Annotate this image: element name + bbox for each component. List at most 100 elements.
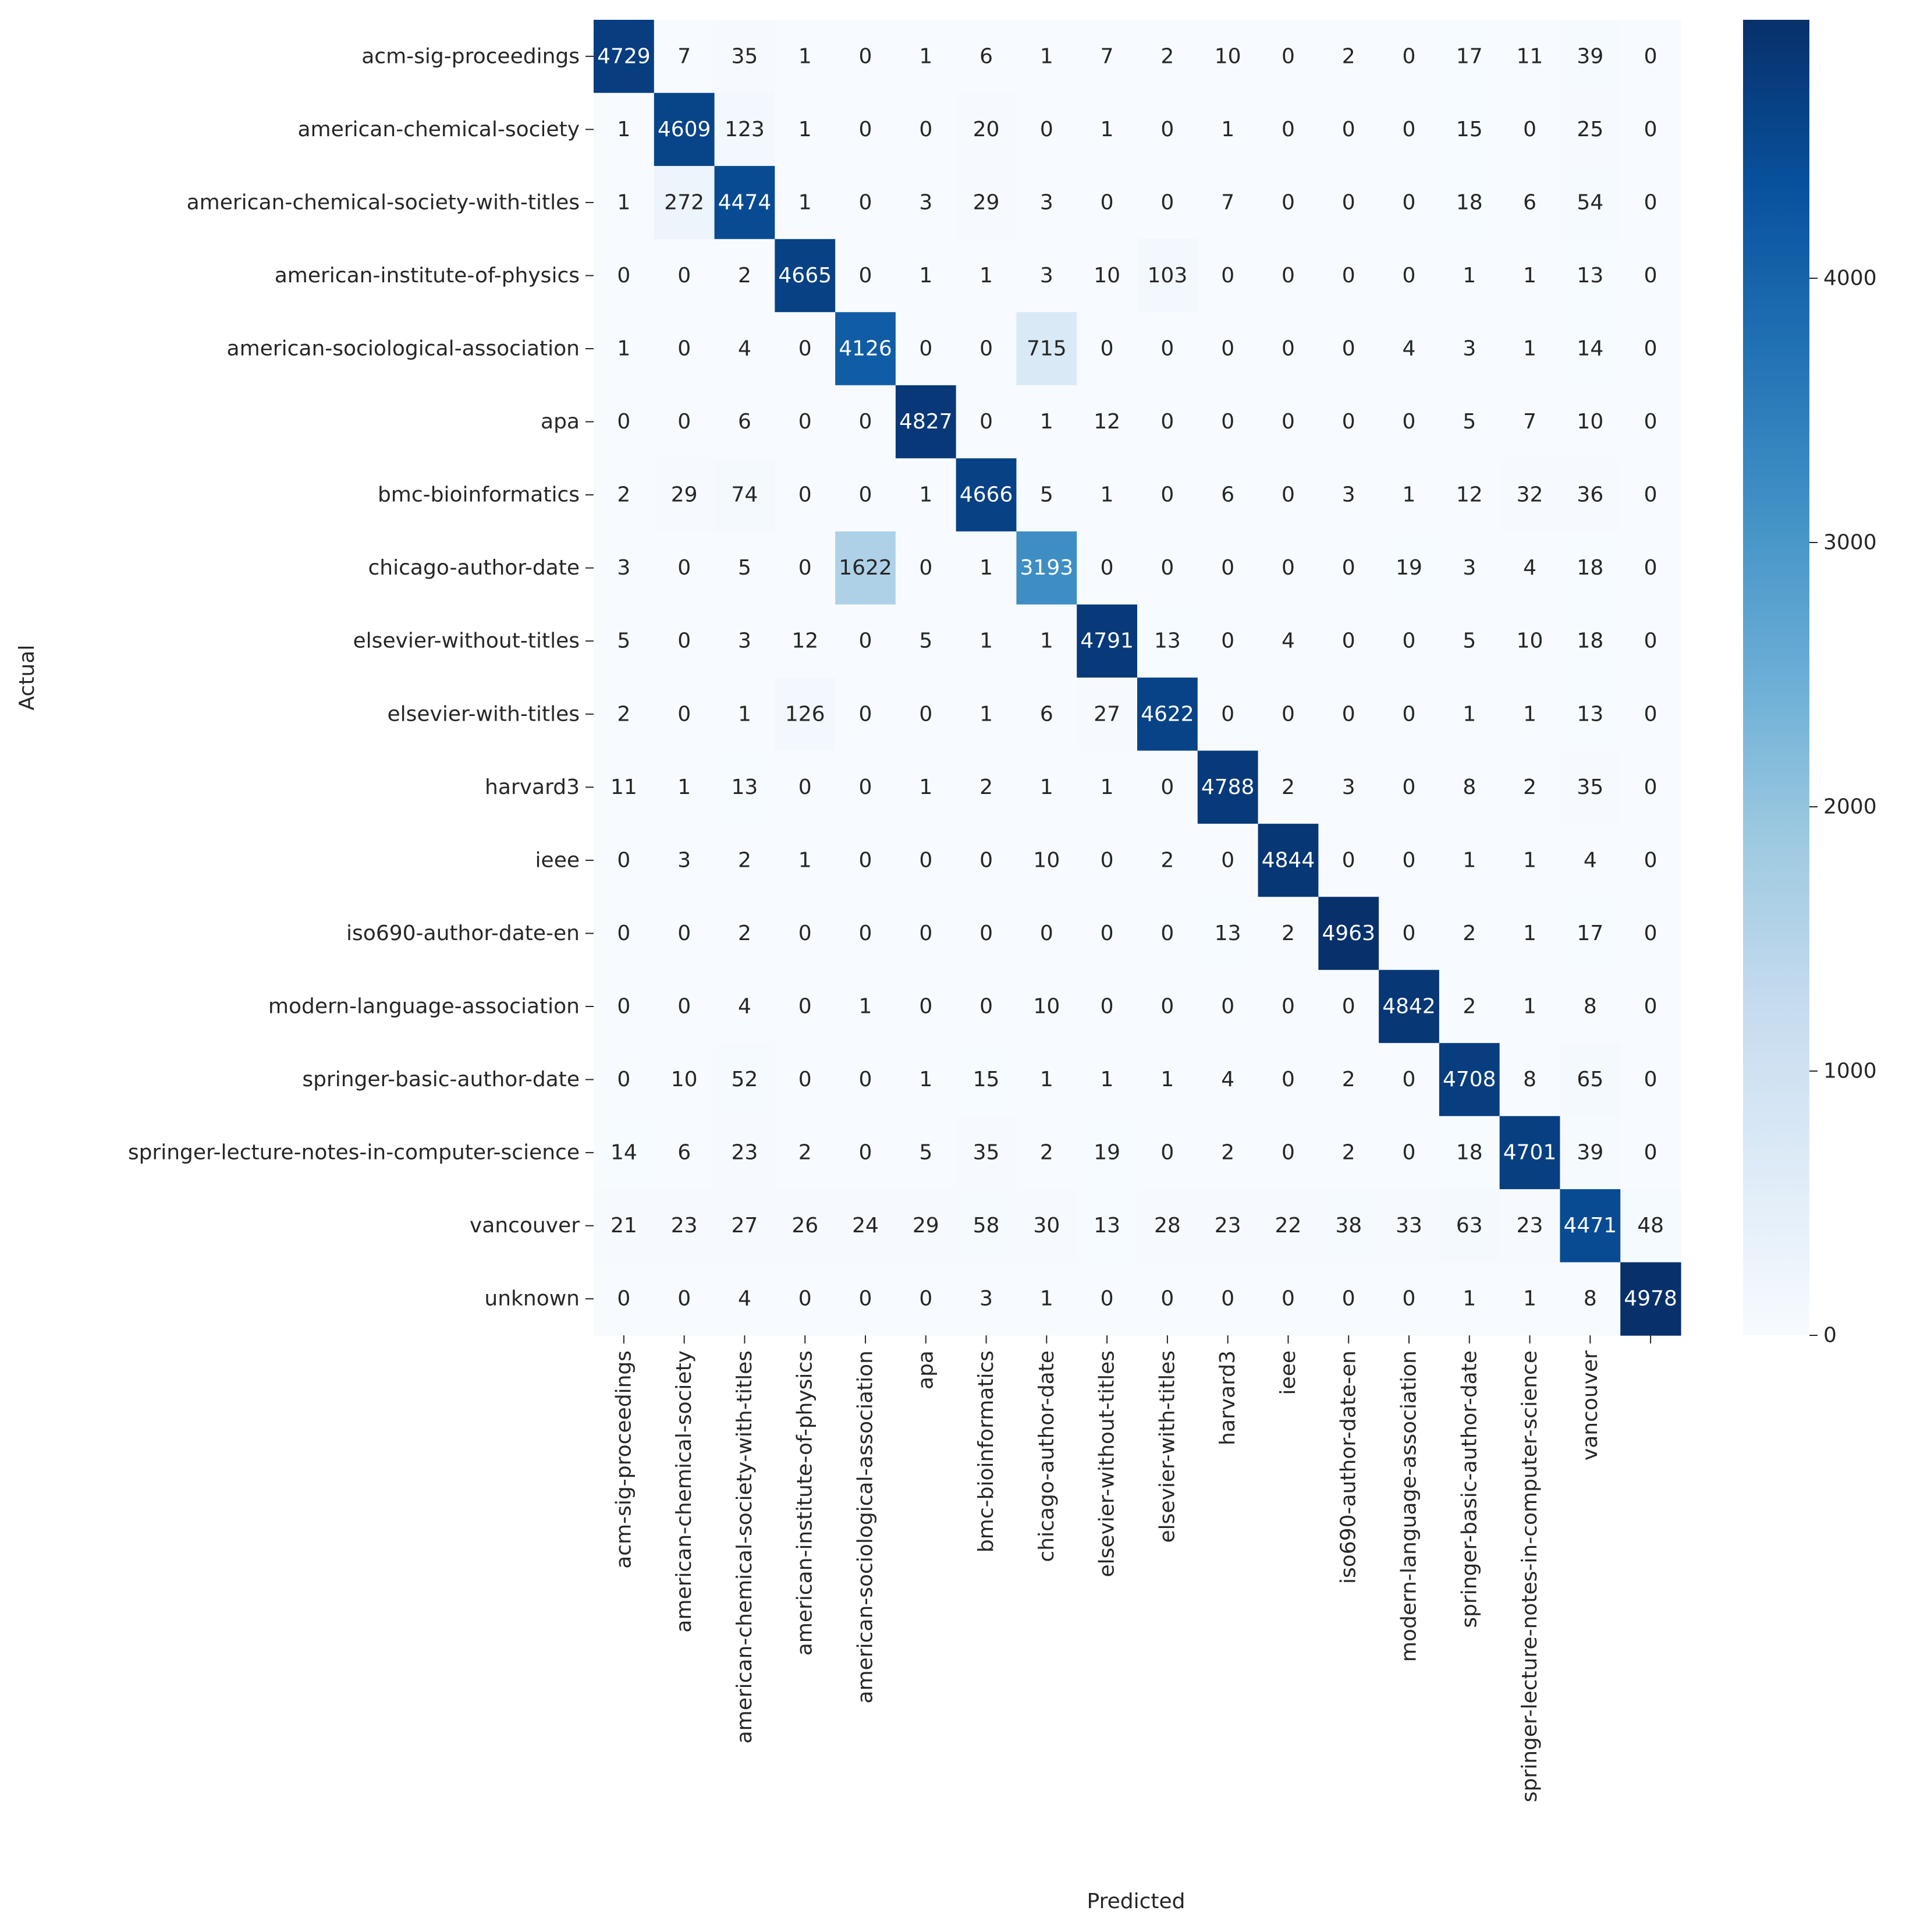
heatmap-cell <box>835 531 896 605</box>
cell-value: 2 <box>617 702 630 726</box>
cell-value: 0 <box>1160 483 1174 507</box>
cell-value: 0 <box>1282 410 1295 434</box>
heatmap-cell <box>1439 239 1500 313</box>
cell-value: 13 <box>1094 1214 1120 1238</box>
heatmap-cell <box>1258 1189 1319 1263</box>
heatmap-cell <box>956 458 1017 532</box>
cell-value: 6 <box>738 410 751 434</box>
heatmap-cell <box>1318 970 1379 1044</box>
cell-value: 38 <box>1335 1214 1362 1238</box>
heatmap-cell <box>1439 312 1500 386</box>
cell-value: 4963 <box>1322 921 1375 945</box>
cell-value: 0 <box>1523 118 1536 141</box>
heatmap-cell <box>1077 970 1138 1044</box>
cell-value: 0 <box>1101 337 1114 361</box>
cell-value: 0 <box>677 410 691 434</box>
heatmap-cell <box>956 604 1017 678</box>
cell-value: 0 <box>1644 629 1657 653</box>
cell-value: 0 <box>979 995 993 1019</box>
x-tick-label: harvard3 <box>1216 1350 1240 1445</box>
heatmap-cell <box>1016 531 1077 605</box>
cell-value: 1 <box>617 190 630 214</box>
cell-value: 1 <box>1523 921 1536 945</box>
cell-value: 0 <box>1403 1068 1416 1091</box>
heatmap-cell <box>1016 1262 1077 1336</box>
heatmap-cell <box>1379 312 1440 386</box>
heatmap-cell <box>775 531 836 605</box>
heatmap-cell <box>1560 166 1621 240</box>
heatmap-cell <box>1197 93 1259 166</box>
y-tick-label: elsevier-with-titles <box>387 702 580 726</box>
heatmap-cell <box>1258 1043 1319 1116</box>
cell-value: 0 <box>1644 921 1657 945</box>
colorbar-tick-label: 4000 <box>1823 267 1877 290</box>
cell-value-labels: 4729 7 35 1 0 1 6 1 7 2 10 0 2 0 17 11 39 01 4609 123 1 0 0 20 0… <box>597 44 1677 1310</box>
cell-value: 1 <box>798 848 812 872</box>
colorbar-tick-label: 1000 <box>1823 1059 1877 1083</box>
heatmap-cell <box>1318 1116 1379 1190</box>
cell-value: 2 <box>1160 848 1174 872</box>
cell-value: 0 <box>1403 775 1416 799</box>
heatmap-cell <box>714 1189 775 1263</box>
heatmap-cell <box>594 166 655 240</box>
cell-value: 1 <box>1523 264 1536 288</box>
cell-value: 23 <box>1215 1214 1241 1238</box>
cell-value: 3 <box>1040 190 1053 214</box>
cell-value: 36 <box>1577 483 1603 507</box>
cell-value: 1 <box>1101 483 1114 507</box>
heatmap-cell <box>775 1116 836 1190</box>
cell-value: 3 <box>617 556 630 580</box>
cell-value: 5 <box>738 556 751 580</box>
heatmap-cell <box>714 604 775 678</box>
cell-value: 0 <box>1282 337 1295 361</box>
heatmap-cell <box>775 604 836 678</box>
heatmap-cell <box>835 239 896 313</box>
heatmap-cell <box>594 1189 655 1263</box>
cell-value: 63 <box>1456 1214 1483 1238</box>
cell-value: 0 <box>677 629 691 653</box>
cell-value: 1 <box>1040 1068 1053 1091</box>
cell-value: 4708 <box>1443 1068 1496 1091</box>
cell-value: 10 <box>1517 629 1543 653</box>
heatmap-cell <box>1077 1189 1138 1263</box>
heatmap-cell <box>775 93 836 166</box>
cell-value: 24 <box>852 1214 879 1238</box>
heatmap-cell <box>1258 531 1319 605</box>
cell-value: 23 <box>1517 1214 1543 1238</box>
cell-value: 3 <box>1463 337 1476 361</box>
heatmap-cell <box>1560 604 1621 678</box>
heatmap-cell <box>1258 678 1319 751</box>
cell-value: 28 <box>1154 1214 1181 1238</box>
cell-value: 0 <box>859 921 872 945</box>
cell-value: 0 <box>1221 337 1234 361</box>
cell-value: 103 <box>1148 264 1188 288</box>
cell-value: 11 <box>611 775 637 799</box>
heatmap-cell <box>594 385 655 459</box>
cell-value: 0 <box>859 190 872 214</box>
cell-value: 0 <box>1644 775 1657 799</box>
heatmap-cell <box>835 458 896 532</box>
cell-value: 1 <box>1523 702 1536 726</box>
heatmap-cell <box>835 1262 896 1336</box>
heatmap-cell <box>654 896 715 970</box>
cell-value: 4665 <box>778 264 832 288</box>
y-tick-label: springer-basic-author-date <box>302 1068 580 1091</box>
cell-value: 0 <box>798 995 812 1019</box>
cell-value: 0 <box>979 848 993 872</box>
heatmap-cell <box>1620 678 1681 751</box>
cell-value: 13 <box>732 775 758 799</box>
heatmap-cell <box>654 166 715 240</box>
cell-value: 0 <box>1342 337 1355 361</box>
heatmap-cell <box>594 531 655 605</box>
heatmap-cell <box>1258 312 1319 386</box>
heatmap-cell <box>1439 1043 1500 1116</box>
heatmap-cell <box>956 678 1017 751</box>
heatmap-cell <box>1016 1189 1077 1263</box>
cell-value: 0 <box>617 264 630 288</box>
heatmap-cell <box>654 1116 715 1190</box>
heatmap-cell <box>654 385 715 459</box>
cell-value: 4 <box>1403 337 1416 361</box>
cell-value: 0 <box>919 921 932 945</box>
heatmap-cell <box>1137 1043 1198 1116</box>
heatmap-cell <box>1137 1189 1198 1263</box>
